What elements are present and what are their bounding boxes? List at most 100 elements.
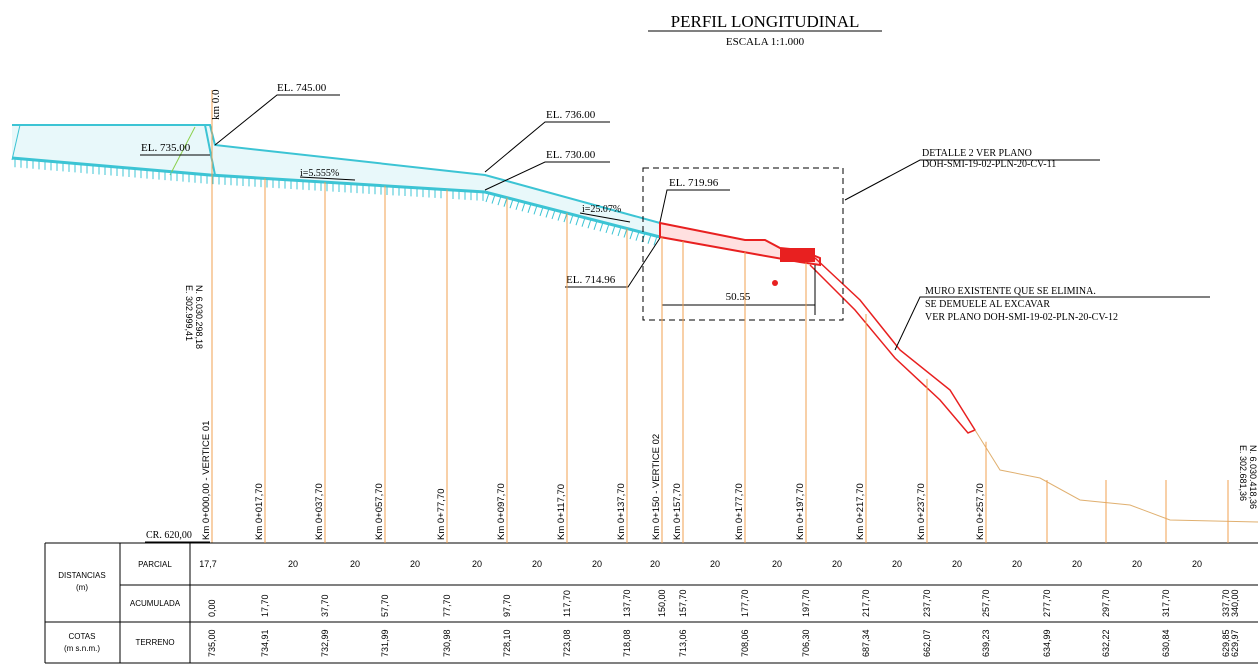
slope-label: i=25.07%: [582, 204, 621, 215]
hatch: [522, 202, 525, 211]
station-label: Km 0+037,70: [314, 483, 325, 540]
station-label: Km 0+257,70: [975, 483, 986, 540]
acumulada: 177,70: [740, 589, 750, 617]
hatch: [618, 227, 621, 236]
terreno: 735,00: [207, 629, 217, 657]
hatch: [516, 201, 519, 210]
acumulada: 57,70: [380, 594, 390, 617]
hatch: [534, 205, 537, 214]
station-label: Km 0+237,70: [916, 483, 927, 540]
hatch: [576, 216, 579, 225]
hatch: [486, 193, 489, 202]
coordinate: E. 302.999,41: [184, 285, 194, 341]
note: SE DEMUELE AL EXCAVAR: [925, 299, 1050, 310]
station-label: Km 0+097,70: [496, 483, 507, 540]
acumulada: 197,70: [801, 589, 811, 617]
elevation: EL. 745.00: [277, 82, 327, 94]
parcial: 20: [532, 559, 542, 569]
wall-point: [772, 280, 778, 286]
title: PERFIL LONGITUDINAL: [671, 12, 860, 31]
parcial: 20: [1132, 559, 1142, 569]
group-header: (m s.n.m.): [64, 644, 100, 653]
station-label: Km 0+157,70: [672, 483, 683, 540]
station-label: Km 0+017,70: [254, 483, 265, 540]
parcial: 20: [832, 559, 842, 569]
acumulada: 237,70: [922, 589, 932, 617]
acumulada: 277,70: [1042, 589, 1052, 617]
group-header: DISTANCIAS: [58, 571, 105, 580]
note: VER PLANO DOH-SMI-19-02-PLN-20-CV-12: [925, 312, 1118, 323]
hatch: [582, 218, 585, 227]
coordinate: N. 6.030.418,36: [1248, 445, 1258, 509]
hatch: [606, 224, 609, 233]
parcial: 20: [1012, 559, 1022, 569]
elevation: EL. 714.96: [566, 274, 616, 286]
station-label: Km 0+177,70: [734, 483, 745, 540]
acumulada: 217,70: [861, 589, 871, 617]
hatch: [558, 212, 561, 221]
terreno: 706,30: [801, 629, 811, 657]
terreno: 730,98: [442, 629, 452, 657]
km-label: km 0.0: [210, 89, 222, 120]
terreno: 634,99: [1042, 629, 1052, 657]
note: DOH-SMI-19-02-PLN-20-CV-11: [922, 159, 1056, 170]
parcial: 20: [288, 559, 298, 569]
hatch: [630, 230, 633, 239]
parcial: 20: [350, 559, 360, 569]
terrain: [975, 430, 1258, 522]
hatch: [612, 225, 615, 234]
parcial: 20: [410, 559, 420, 569]
acumulada: 317,70: [1161, 589, 1171, 617]
acumulada: 17,70: [260, 594, 270, 617]
terreno: 723,08: [562, 629, 572, 657]
hatch: [510, 199, 513, 208]
group-header: (m): [76, 583, 88, 592]
coordinate: E. 302.681,36: [1238, 445, 1248, 501]
acumulada: 150,00: [657, 589, 667, 617]
terreno: 734,91: [260, 629, 270, 657]
parcial: 17,7: [199, 559, 217, 569]
terreno: 728,10: [502, 629, 512, 657]
coordinate: N. 6.030.298,18: [194, 285, 204, 349]
reference: CR. 620,00: [146, 530, 192, 541]
terreno: 687,34: [861, 629, 871, 657]
hatch: [600, 222, 603, 231]
note: MURO EXISTENTE QUE SE ELIMINA.: [925, 286, 1096, 297]
parcial: 20: [1072, 559, 1082, 569]
drawing: PERFIL LONGITUDINAL ESCALA 1:1.000 km 0.…: [0, 0, 1258, 665]
parcial: 20: [772, 559, 782, 569]
hatch: [570, 215, 573, 224]
terreno: 630,84: [1161, 629, 1171, 657]
terreno: 718,08: [622, 629, 632, 657]
hatch: [588, 219, 591, 228]
dimension: 50.55: [726, 291, 751, 303]
acumulada: 340,00: [1230, 589, 1240, 617]
station-label: Km 0+057,70: [374, 483, 385, 540]
hatch: [552, 210, 555, 219]
row-header: ACUMULADA: [130, 599, 181, 608]
hatch: [636, 232, 639, 241]
terreno: 731,99: [380, 629, 390, 657]
terreno: 713,06: [678, 629, 688, 657]
parcial: 20: [472, 559, 482, 569]
red-block: [780, 248, 815, 262]
parcial: 20: [892, 559, 902, 569]
acumulada: 77,70: [442, 594, 452, 617]
hatch: [528, 204, 531, 213]
acumulada: 137,70: [622, 589, 632, 617]
hatch: [540, 207, 543, 216]
station-label: Km 0+197,70: [795, 483, 806, 540]
parcial: 20: [952, 559, 962, 569]
elevation: EL. 719.96: [669, 177, 719, 189]
row-header: TERRENO: [135, 638, 174, 647]
terreno: 708,06: [740, 629, 750, 657]
acumulada: 117,70: [562, 590, 572, 617]
group-header: COTAS: [69, 632, 96, 641]
elevation: EL. 730.00: [546, 149, 596, 161]
terreno: 629,97: [1230, 629, 1240, 657]
hatch: [492, 195, 495, 204]
parcial: 20: [650, 559, 660, 569]
slope-label: i=5.555%: [300, 168, 339, 179]
hatch: [594, 221, 597, 230]
terreno: 662,07: [922, 629, 932, 657]
